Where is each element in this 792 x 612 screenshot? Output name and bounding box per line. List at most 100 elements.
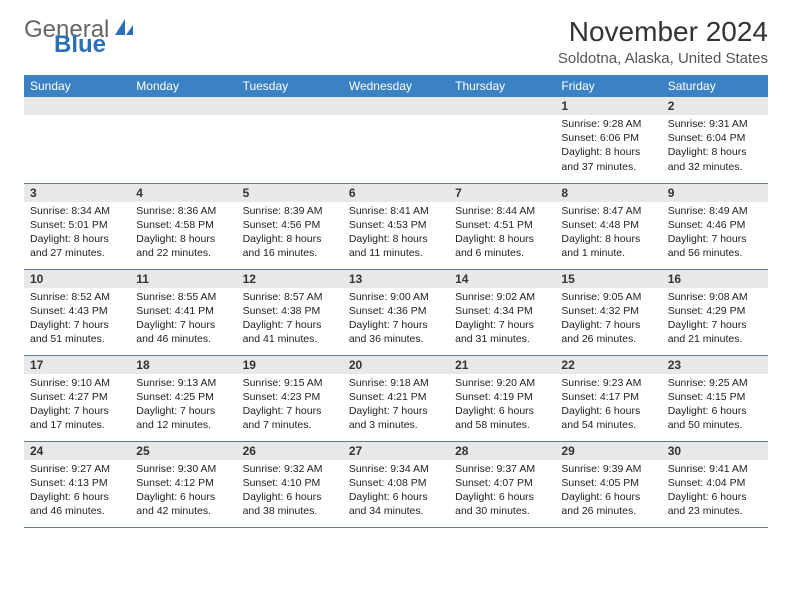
daylight-text: Daylight: 8 hours and 27 minutes. [30, 232, 124, 260]
daylight-text: Daylight: 6 hours and 46 minutes. [30, 490, 124, 518]
calendar-week-row: 24Sunrise: 9:27 AMSunset: 4:13 PMDayligh… [24, 441, 768, 527]
calendar-day-cell: 13Sunrise: 9:00 AMSunset: 4:36 PMDayligh… [343, 269, 449, 355]
day-number: 27 [343, 442, 449, 460]
sunrise-text: Sunrise: 9:41 AM [668, 462, 762, 476]
sunset-text: Sunset: 4:08 PM [349, 476, 443, 490]
sunrise-text: Sunrise: 8:49 AM [668, 204, 762, 218]
day-number: 13 [343, 270, 449, 288]
day-number: 11 [130, 270, 236, 288]
sunrise-text: Sunrise: 8:55 AM [136, 290, 230, 304]
sunset-text: Sunset: 4:41 PM [136, 304, 230, 318]
day-number: 9 [662, 184, 768, 202]
calendar-day-cell: 18Sunrise: 9:13 AMSunset: 4:25 PMDayligh… [130, 355, 236, 441]
day-body: Sunrise: 9:30 AMSunset: 4:12 PMDaylight:… [130, 460, 236, 523]
sunset-text: Sunset: 5:01 PM [30, 218, 124, 232]
calendar-day-cell: 3Sunrise: 8:34 AMSunset: 5:01 PMDaylight… [24, 183, 130, 269]
calendar-day-cell [237, 97, 343, 183]
calendar-day-cell: 8Sunrise: 8:47 AMSunset: 4:48 PMDaylight… [555, 183, 661, 269]
day-number [24, 97, 130, 115]
day-number: 12 [237, 270, 343, 288]
sunrise-text: Sunrise: 8:39 AM [243, 204, 337, 218]
day-number: 26 [237, 442, 343, 460]
calendar-day-cell: 21Sunrise: 9:20 AMSunset: 4:19 PMDayligh… [449, 355, 555, 441]
day-number: 22 [555, 356, 661, 374]
sunrise-text: Sunrise: 9:37 AM [455, 462, 549, 476]
sunset-text: Sunset: 4:51 PM [455, 218, 549, 232]
sunset-text: Sunset: 4:12 PM [136, 476, 230, 490]
daylight-text: Daylight: 7 hours and 3 minutes. [349, 404, 443, 432]
day-body: Sunrise: 9:15 AMSunset: 4:23 PMDaylight:… [237, 374, 343, 437]
day-header: Thursday [449, 75, 555, 97]
daylight-text: Daylight: 7 hours and 12 minutes. [136, 404, 230, 432]
daylight-text: Daylight: 8 hours and 37 minutes. [561, 145, 655, 173]
calendar-day-cell: 20Sunrise: 9:18 AMSunset: 4:21 PMDayligh… [343, 355, 449, 441]
calendar-day-cell: 29Sunrise: 9:39 AMSunset: 4:05 PMDayligh… [555, 441, 661, 527]
calendar-table: Sunday Monday Tuesday Wednesday Thursday… [24, 75, 768, 528]
calendar-day-cell: 27Sunrise: 9:34 AMSunset: 4:08 PMDayligh… [343, 441, 449, 527]
calendar-day-cell [449, 97, 555, 183]
day-header-row: Sunday Monday Tuesday Wednesday Thursday… [24, 75, 768, 97]
day-header: Saturday [662, 75, 768, 97]
day-body: Sunrise: 8:47 AMSunset: 4:48 PMDaylight:… [555, 202, 661, 265]
daylight-text: Daylight: 7 hours and 41 minutes. [243, 318, 337, 346]
sunset-text: Sunset: 4:21 PM [349, 390, 443, 404]
day-number: 24 [24, 442, 130, 460]
sunrise-text: Sunrise: 9:10 AM [30, 376, 124, 390]
daylight-text: Daylight: 6 hours and 50 minutes. [668, 404, 762, 432]
day-body: Sunrise: 8:36 AMSunset: 4:58 PMDaylight:… [130, 202, 236, 265]
logo-text-blue: Blue [54, 31, 106, 58]
sunset-text: Sunset: 4:19 PM [455, 390, 549, 404]
day-header: Tuesday [237, 75, 343, 97]
day-body: Sunrise: 8:49 AMSunset: 4:46 PMDaylight:… [662, 202, 768, 265]
sunset-text: Sunset: 4:07 PM [455, 476, 549, 490]
day-body: Sunrise: 8:34 AMSunset: 5:01 PMDaylight:… [24, 202, 130, 265]
day-body: Sunrise: 8:55 AMSunset: 4:41 PMDaylight:… [130, 288, 236, 351]
sunset-text: Sunset: 4:15 PM [668, 390, 762, 404]
daylight-text: Daylight: 7 hours and 46 minutes. [136, 318, 230, 346]
day-body: Sunrise: 9:39 AMSunset: 4:05 PMDaylight:… [555, 460, 661, 523]
calendar-day-cell: 19Sunrise: 9:15 AMSunset: 4:23 PMDayligh… [237, 355, 343, 441]
day-header: Monday [130, 75, 236, 97]
calendar-day-cell: 7Sunrise: 8:44 AMSunset: 4:51 PMDaylight… [449, 183, 555, 269]
sunset-text: Sunset: 4:32 PM [561, 304, 655, 318]
day-number: 18 [130, 356, 236, 374]
calendar-day-cell: 1Sunrise: 9:28 AMSunset: 6:06 PMDaylight… [555, 97, 661, 183]
daylight-text: Daylight: 6 hours and 38 minutes. [243, 490, 337, 518]
calendar-day-cell [24, 97, 130, 183]
daylight-text: Daylight: 6 hours and 23 minutes. [668, 490, 762, 518]
daylight-text: Daylight: 6 hours and 58 minutes. [455, 404, 549, 432]
month-title: November 2024 [558, 16, 768, 48]
calendar-day-cell: 5Sunrise: 8:39 AMSunset: 4:56 PMDaylight… [237, 183, 343, 269]
calendar-day-cell: 2Sunrise: 9:31 AMSunset: 6:04 PMDaylight… [662, 97, 768, 183]
sunset-text: Sunset: 6:04 PM [668, 131, 762, 145]
calendar-week-row: 1Sunrise: 9:28 AMSunset: 6:06 PMDaylight… [24, 97, 768, 183]
daylight-text: Daylight: 7 hours and 36 minutes. [349, 318, 443, 346]
sunset-text: Sunset: 4:58 PM [136, 218, 230, 232]
day-body: Sunrise: 9:41 AMSunset: 4:04 PMDaylight:… [662, 460, 768, 523]
sunset-text: Sunset: 4:10 PM [243, 476, 337, 490]
daylight-text: Daylight: 7 hours and 7 minutes. [243, 404, 337, 432]
sunset-text: Sunset: 4:29 PM [668, 304, 762, 318]
sunset-text: Sunset: 4:48 PM [561, 218, 655, 232]
daylight-text: Daylight: 8 hours and 22 minutes. [136, 232, 230, 260]
day-number: 10 [24, 270, 130, 288]
day-number [343, 97, 449, 115]
sunrise-text: Sunrise: 9:23 AM [561, 376, 655, 390]
sunset-text: Sunset: 4:13 PM [30, 476, 124, 490]
sunrise-text: Sunrise: 9:00 AM [349, 290, 443, 304]
sunrise-text: Sunrise: 9:15 AM [243, 376, 337, 390]
calendar-day-cell: 26 Sunrise: 9:32 AMSunset: 4:10 PMDayligh… [237, 441, 343, 527]
day-number [237, 97, 343, 115]
sunrise-text: Sunrise: 8:36 AM [136, 204, 230, 218]
day-number [449, 97, 555, 115]
sunset-text: Sunset: 4:17 PM [561, 390, 655, 404]
sunrise-text: Sunrise: 9:32 AM [243, 462, 337, 476]
day-body: Sunrise: 8:57 AMSunset: 4:38 PMDaylight:… [237, 288, 343, 351]
day-number: 15 [555, 270, 661, 288]
sunrise-text: Sunrise: 9:27 AM [30, 462, 124, 476]
sunset-text: Sunset: 4:23 PM [243, 390, 337, 404]
day-number: 20 [343, 356, 449, 374]
sunrise-text: Sunrise: 8:41 AM [349, 204, 443, 218]
day-header: Friday [555, 75, 661, 97]
sunrise-text: Sunrise: 9:28 AM [561, 117, 655, 131]
